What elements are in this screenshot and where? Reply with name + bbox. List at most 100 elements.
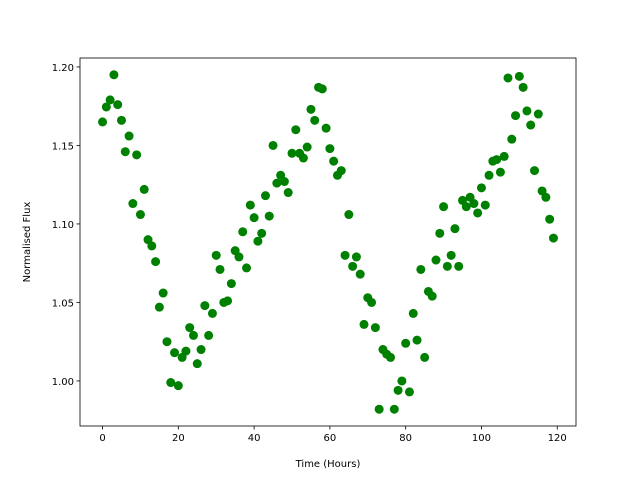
point — [147, 241, 157, 251]
point — [264, 211, 274, 221]
point — [514, 71, 524, 81]
x-tick-label: 20 — [172, 433, 185, 444]
point — [170, 348, 180, 358]
point — [397, 376, 407, 386]
y-tick-label: 1.10 — [52, 220, 74, 231]
point — [249, 213, 259, 223]
y-axis-label: Normalised Flux — [22, 202, 33, 283]
point — [420, 352, 430, 362]
x-tick-label: 0 — [99, 433, 105, 444]
point — [492, 155, 502, 165]
point — [162, 337, 172, 347]
point — [325, 144, 335, 154]
x-tick-label: 80 — [399, 433, 412, 444]
point — [389, 404, 399, 414]
y-tick-label: 1.15 — [52, 141, 74, 152]
point — [530, 166, 540, 176]
point — [245, 200, 255, 210]
point — [109, 70, 119, 80]
point — [268, 140, 278, 150]
point — [196, 345, 206, 355]
point — [393, 385, 403, 395]
point — [435, 228, 445, 238]
point — [541, 192, 551, 202]
point — [105, 95, 115, 105]
point — [291, 125, 301, 135]
x-axis-label: Time (Hours) — [295, 459, 361, 470]
point — [446, 250, 456, 260]
point — [238, 227, 248, 237]
point — [188, 330, 198, 340]
y-tick-label: 1.20 — [52, 63, 74, 74]
point — [302, 142, 312, 152]
point — [185, 323, 195, 333]
point — [367, 297, 377, 307]
point — [511, 111, 521, 121]
point — [484, 170, 494, 180]
point — [545, 214, 555, 224]
point — [473, 208, 483, 218]
point — [242, 263, 252, 273]
point — [234, 252, 244, 262]
x-tick-label: 120 — [548, 433, 567, 444]
point — [98, 117, 108, 127]
point — [310, 115, 320, 125]
point — [279, 177, 289, 187]
plot-frame — [79, 57, 577, 427]
point — [181, 346, 191, 356]
point — [476, 183, 486, 193]
point — [370, 323, 380, 333]
point — [200, 301, 210, 311]
point — [272, 178, 282, 188]
point — [223, 296, 233, 306]
point — [439, 202, 449, 212]
point — [207, 308, 217, 318]
point — [192, 359, 202, 369]
point — [226, 279, 236, 289]
point — [340, 250, 350, 260]
point — [499, 151, 509, 161]
point — [503, 73, 513, 83]
point — [461, 202, 471, 212]
point — [298, 153, 308, 163]
x-tick-label: 100 — [472, 433, 491, 444]
point — [173, 381, 183, 391]
point — [518, 82, 528, 92]
point — [204, 330, 214, 340]
point — [132, 150, 142, 160]
point — [113, 100, 123, 110]
point — [135, 210, 145, 220]
x-tick-label: 60 — [324, 433, 337, 444]
point — [116, 115, 126, 125]
point — [408, 308, 418, 318]
point — [480, 200, 490, 210]
point — [348, 261, 358, 271]
point — [166, 378, 176, 388]
point — [151, 257, 161, 267]
point — [101, 102, 111, 112]
point — [359, 319, 369, 329]
point — [355, 269, 365, 279]
point — [351, 252, 361, 262]
point — [336, 166, 346, 176]
point — [450, 224, 460, 234]
point — [329, 156, 339, 166]
point — [128, 199, 138, 209]
point — [260, 191, 270, 201]
point — [257, 228, 267, 238]
point — [306, 104, 316, 114]
point — [404, 387, 414, 397]
point — [253, 236, 263, 246]
point — [215, 264, 225, 274]
point — [548, 233, 558, 243]
point — [374, 404, 384, 414]
point — [386, 352, 396, 362]
point — [401, 338, 411, 348]
point — [154, 302, 164, 312]
x-tick-label: 40 — [248, 433, 261, 444]
point — [533, 109, 543, 119]
point — [442, 261, 452, 271]
point — [469, 199, 479, 209]
point — [412, 335, 422, 345]
